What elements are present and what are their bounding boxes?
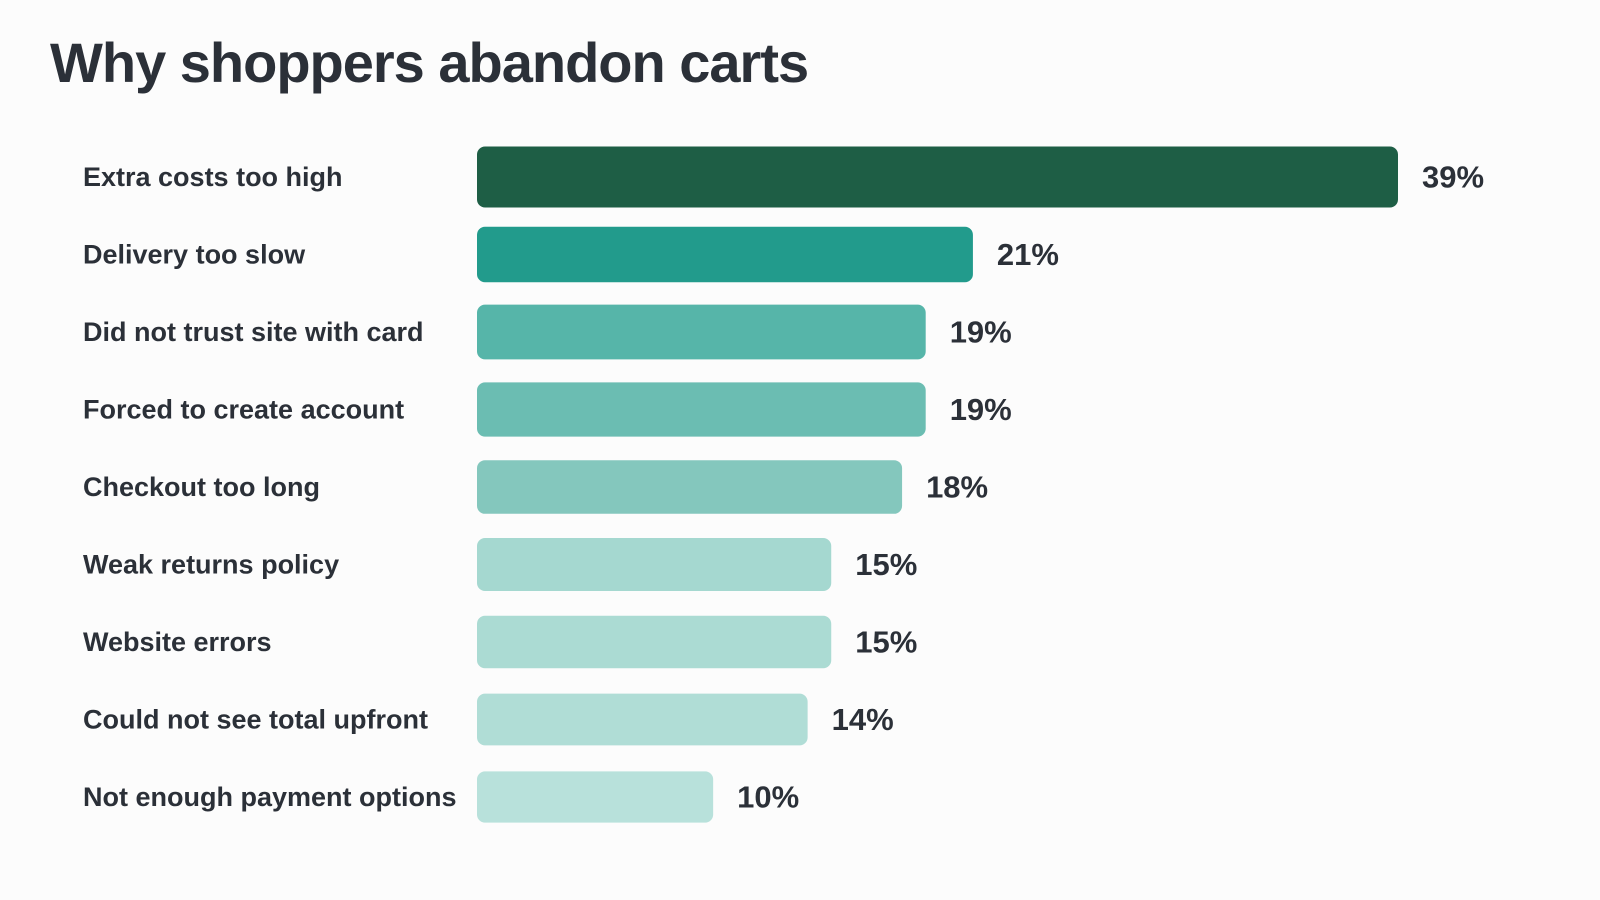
bar — [477, 226, 973, 283]
value-label: 19% — [950, 315, 1012, 350]
category-label: Extra costs too high — [83, 162, 343, 192]
chart-title: Why shoppers abandon carts — [50, 31, 809, 94]
value-label: 15% — [855, 547, 917, 582]
value-label: 21% — [997, 237, 1059, 272]
bar — [477, 693, 808, 746]
bar — [477, 538, 832, 591]
category-label: Forced to create account — [83, 395, 404, 425]
category-label: Did not trust site with card — [83, 317, 424, 347]
category-label: Checkout too long — [83, 472, 320, 502]
bar — [477, 146, 1398, 208]
value-label: 15% — [855, 625, 917, 660]
bar — [477, 771, 714, 823]
category-label: Delivery too slow — [83, 240, 306, 270]
value-label: 18% — [926, 470, 988, 505]
bar — [477, 460, 903, 514]
category-label: Website errors — [83, 627, 272, 657]
bar — [477, 382, 926, 437]
category-label: Could not see total upfront — [83, 705, 428, 735]
category-label: Weak returns policy — [83, 550, 339, 580]
value-label: 39% — [1422, 160, 1484, 195]
value-label: 10% — [737, 780, 799, 815]
value-label: 19% — [950, 392, 1012, 427]
value-label: 14% — [832, 702, 894, 737]
category-label: Not enough payment options — [83, 782, 456, 812]
bar — [477, 615, 832, 669]
bar — [477, 304, 926, 360]
